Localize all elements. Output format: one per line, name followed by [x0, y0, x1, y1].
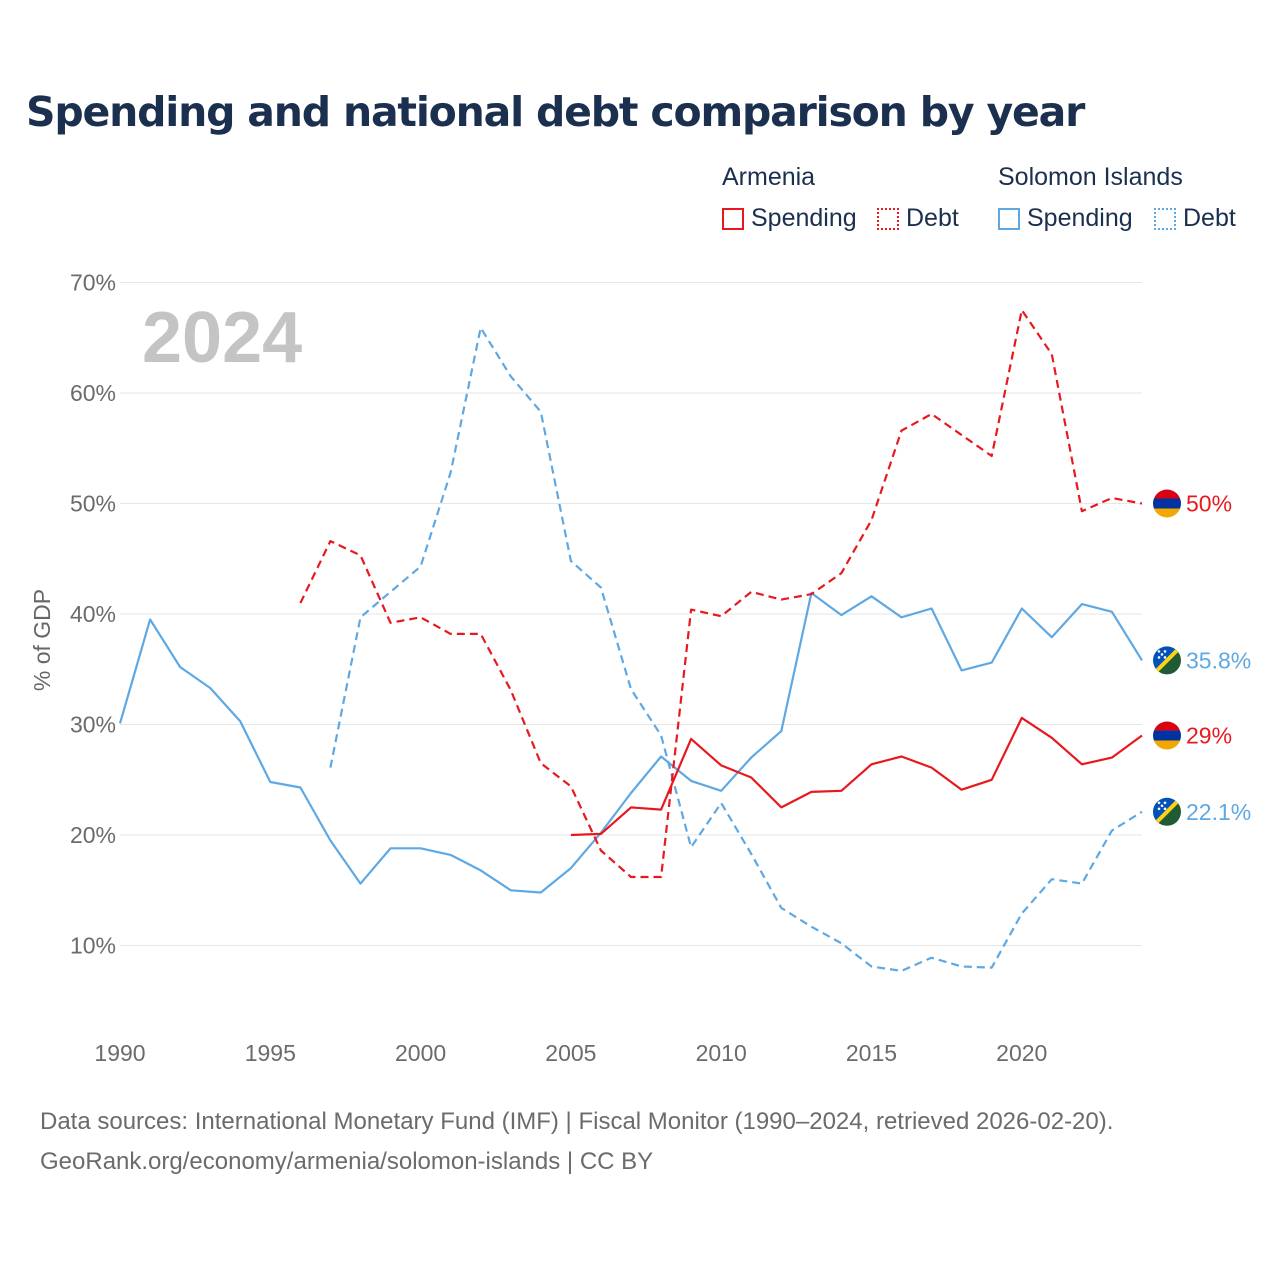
- legend-armenia-title: Armenia: [722, 163, 816, 191]
- y-axis-label: % of GDP: [29, 589, 55, 691]
- source-url: GeoRank.org/economy/armenia/solomon-isla…: [40, 1148, 654, 1175]
- solomon-islands-flag-icon: [1153, 797, 1181, 826]
- series-end-label: 50%: [1186, 491, 1232, 517]
- legend-solomon-debt[interactable]: Debt: [1154, 204, 1236, 233]
- legend-solomon-title: Solomon Islands: [998, 163, 1183, 191]
- x-tick-label: 2000: [395, 1040, 446, 1066]
- x-tick-label: 2015: [846, 1040, 897, 1066]
- y-tick-label: 30%: [70, 712, 116, 738]
- legend-label: Spending: [751, 204, 857, 232]
- chart-title: Spending and national debt comparison by…: [26, 88, 1085, 136]
- y-tick-label: 70%: [70, 270, 116, 296]
- armenia-flag-icon: [1153, 489, 1181, 518]
- legend-solomon-spending[interactable]: Spending: [998, 204, 1133, 233]
- year-watermark: 2024: [142, 298, 302, 378]
- legend-label: Debt: [906, 204, 959, 232]
- x-tick-label: 1995: [245, 1040, 296, 1066]
- series-line[interactable]: [329, 326, 1143, 972]
- y-tick-label: 40%: [70, 601, 116, 627]
- source-line: Data sources: International Monetary Fun…: [40, 1108, 1114, 1135]
- legend-label: Debt: [1183, 204, 1236, 232]
- x-tick-label: 2020: [996, 1040, 1047, 1066]
- legend-label: Spending: [1027, 204, 1133, 232]
- series-end-label: 22.1%: [1186, 799, 1251, 825]
- series-line[interactable]: [118, 591, 1143, 894]
- legend-armenia-spending[interactable]: Spending: [722, 204, 857, 233]
- y-tick-label: 60%: [70, 380, 116, 406]
- series-end-label: 29%: [1186, 723, 1232, 749]
- dotted-line-swatch-icon: [1154, 207, 1176, 230]
- series-end-label: 35.8%: [1186, 647, 1251, 673]
- solid-line-swatch-icon: [998, 207, 1020, 230]
- dotted-line-swatch-icon: [877, 207, 899, 230]
- y-tick-label: 20%: [70, 822, 116, 848]
- x-tick-label: 1990: [94, 1040, 145, 1066]
- y-tick-label: 10%: [70, 933, 116, 959]
- series-line[interactable]: [299, 309, 1143, 879]
- legend-armenia-debt[interactable]: Debt: [877, 204, 959, 233]
- series-line[interactable]: [570, 716, 1143, 837]
- solomon-islands-flag-icon: [1153, 646, 1181, 675]
- solid-line-swatch-icon: [722, 207, 744, 230]
- x-tick-label: 2005: [545, 1040, 596, 1066]
- y-tick-label: 50%: [70, 491, 116, 517]
- x-tick-label: 2010: [696, 1040, 747, 1066]
- armenia-flag-icon: [1153, 721, 1181, 750]
